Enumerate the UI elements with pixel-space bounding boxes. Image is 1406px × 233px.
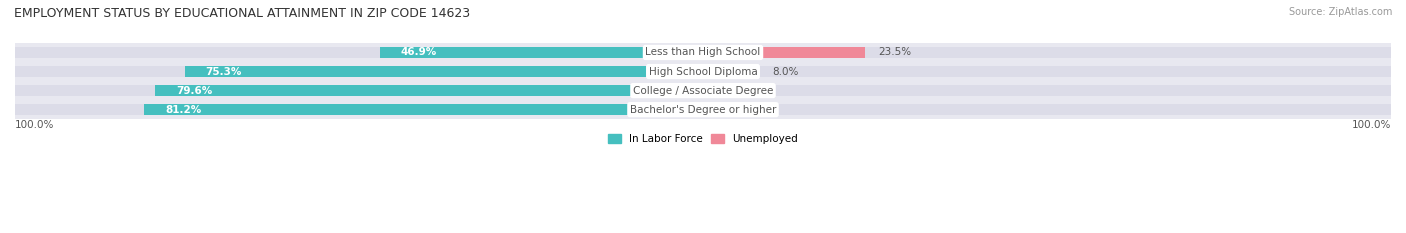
Text: Bachelor's Degree or higher: Bachelor's Degree or higher bbox=[630, 105, 776, 115]
Text: 46.9%: 46.9% bbox=[401, 48, 437, 58]
Legend: In Labor Force, Unemployed: In Labor Force, Unemployed bbox=[605, 130, 801, 148]
Text: Source: ZipAtlas.com: Source: ZipAtlas.com bbox=[1288, 7, 1392, 17]
Text: 8.0%: 8.0% bbox=[772, 67, 799, 76]
Bar bbox=[15, 85, 703, 96]
Bar bbox=[703, 47, 865, 58]
Bar bbox=[155, 85, 703, 96]
Bar bbox=[703, 47, 1391, 58]
Bar bbox=[15, 81, 1391, 100]
Bar bbox=[145, 104, 703, 115]
Bar bbox=[186, 66, 703, 77]
Bar bbox=[703, 104, 731, 115]
Text: College / Associate Degree: College / Associate Degree bbox=[633, 86, 773, 96]
Text: 4.1%: 4.1% bbox=[745, 105, 772, 115]
Text: 75.3%: 75.3% bbox=[205, 67, 242, 76]
Text: 4.1%: 4.1% bbox=[745, 86, 772, 96]
Bar bbox=[703, 66, 1391, 77]
Text: Less than High School: Less than High School bbox=[645, 48, 761, 58]
Text: 81.2%: 81.2% bbox=[165, 105, 201, 115]
Bar bbox=[15, 62, 1391, 81]
Bar bbox=[15, 66, 703, 77]
Text: EMPLOYMENT STATUS BY EDUCATIONAL ATTAINMENT IN ZIP CODE 14623: EMPLOYMENT STATUS BY EDUCATIONAL ATTAINM… bbox=[14, 7, 470, 20]
Bar bbox=[703, 85, 1391, 96]
Bar bbox=[703, 85, 731, 96]
Bar bbox=[703, 66, 758, 77]
Text: High School Diploma: High School Diploma bbox=[648, 67, 758, 76]
Bar bbox=[703, 104, 1391, 115]
Text: 100.0%: 100.0% bbox=[15, 120, 55, 130]
Bar bbox=[15, 104, 703, 115]
Text: 79.6%: 79.6% bbox=[176, 86, 212, 96]
Bar bbox=[15, 100, 1391, 119]
Bar bbox=[15, 47, 703, 58]
Text: 23.5%: 23.5% bbox=[879, 48, 911, 58]
Text: 100.0%: 100.0% bbox=[1351, 120, 1391, 130]
Bar bbox=[15, 43, 1391, 62]
Bar bbox=[381, 47, 703, 58]
